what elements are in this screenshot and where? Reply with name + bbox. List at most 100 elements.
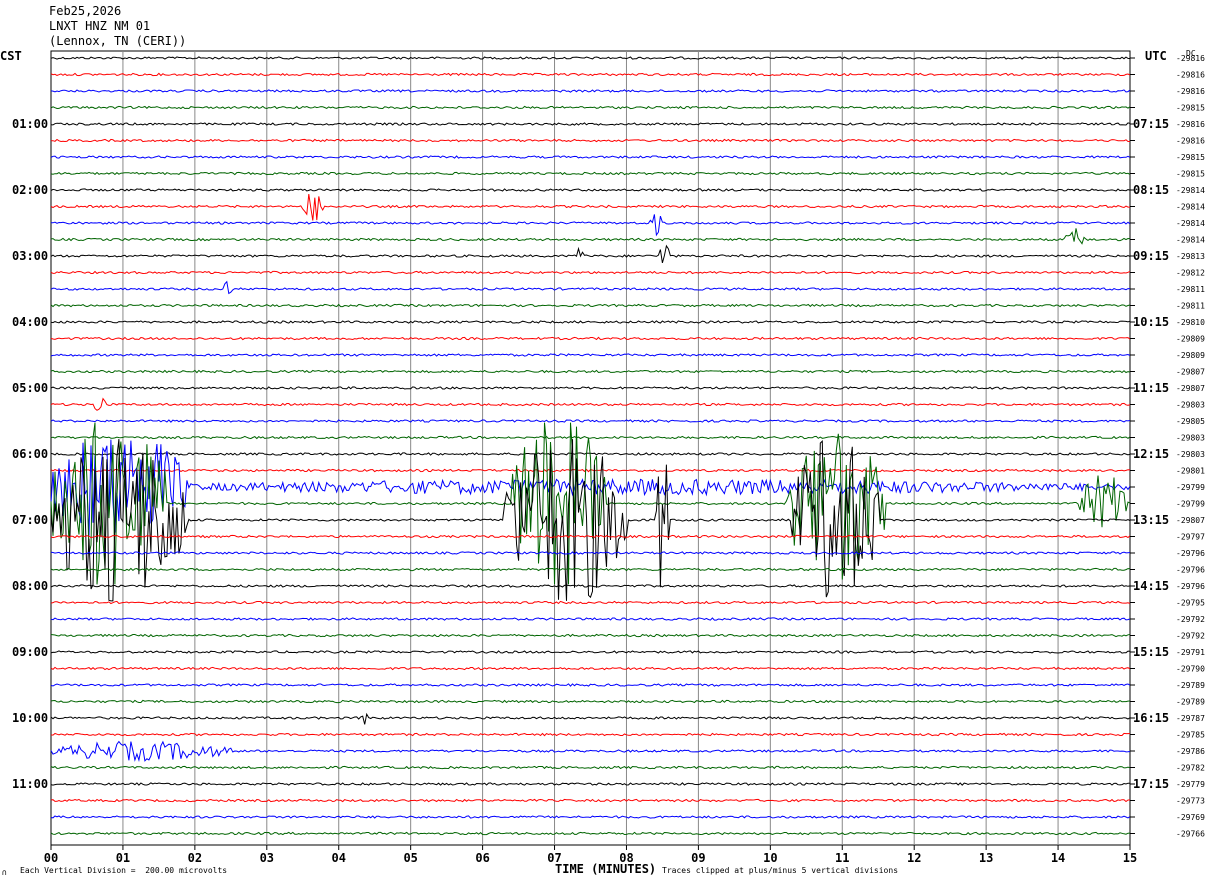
dc-offset-label: -29766 bbox=[1176, 830, 1205, 839]
seismic-trace bbox=[50, 122, 1131, 126]
right-hour-label: 14:15 bbox=[1133, 579, 1169, 593]
dc-offset-label: -29785 bbox=[1176, 731, 1205, 740]
x-tick-label: 02 bbox=[188, 851, 202, 865]
x-tick-label: 03 bbox=[260, 851, 274, 865]
seismic-trace bbox=[50, 320, 1131, 324]
left-hour-label: 05:00 bbox=[12, 381, 48, 395]
seismic-trace bbox=[50, 214, 1131, 237]
seismic-trace bbox=[50, 280, 1131, 295]
chart-date: Feb25,2026 bbox=[49, 4, 122, 18]
seismic-trace bbox=[50, 171, 1131, 176]
seismic-trace bbox=[50, 798, 1130, 803]
seismic-trace bbox=[50, 584, 1131, 588]
dc-offset-label: -29790 bbox=[1176, 665, 1205, 674]
seismic-trace bbox=[50, 617, 1131, 621]
seismic-trace bbox=[50, 72, 1131, 77]
dc-offset-label: -29805 bbox=[1176, 417, 1205, 426]
seismic-trace bbox=[50, 666, 1131, 671]
seismic-trace bbox=[50, 534, 1131, 539]
dc-offset-label: -29786 bbox=[1176, 747, 1205, 756]
left-hour-label: 08:00 bbox=[12, 579, 48, 593]
seismic-trace bbox=[50, 89, 1131, 93]
dc-offset-label: -29814 bbox=[1176, 236, 1205, 245]
x-tick-label: 14 bbox=[1051, 851, 1065, 865]
dc-offset-label: -29789 bbox=[1176, 681, 1205, 690]
seismic-trace bbox=[50, 194, 1130, 221]
right-hour-label: 13:15 bbox=[1133, 513, 1169, 527]
seismic-trace bbox=[50, 765, 1131, 770]
seismic-trace bbox=[50, 155, 1131, 159]
dc-offset-label: -29809 bbox=[1176, 351, 1205, 360]
seismic-trace bbox=[50, 336, 1131, 341]
right-hour-label: 12:15 bbox=[1133, 447, 1169, 461]
dc-offset-label: -29803 bbox=[1176, 434, 1205, 443]
x-tick-label: 04 bbox=[332, 851, 346, 865]
dc-offset-label: -29809 bbox=[1176, 335, 1205, 344]
dc-offset-label: -29807 bbox=[1176, 384, 1205, 393]
x-tick-label: 10 bbox=[763, 851, 777, 865]
scale-note: Each Vertical Division = 200.00 microvol… bbox=[20, 866, 228, 875]
x-axis-title: TIME (MINUTES) bbox=[555, 862, 657, 876]
dc-offset-label: -29815 bbox=[1176, 170, 1205, 179]
dc-offset-label: -29799 bbox=[1176, 500, 1205, 509]
seismic-trace bbox=[50, 699, 1131, 704]
seismic-trace bbox=[50, 600, 1131, 605]
seismic-trace bbox=[50, 303, 1131, 308]
seismic-trace bbox=[50, 188, 1131, 192]
dc-offset-label: -29815 bbox=[1176, 153, 1205, 162]
seismic-trace bbox=[50, 782, 1131, 786]
dc-offset-label: -29816 bbox=[1176, 54, 1205, 63]
seismic-trace bbox=[50, 683, 1131, 687]
dc-offset-label: -29810 bbox=[1176, 318, 1205, 327]
x-tick-label: 12 bbox=[907, 851, 921, 865]
dc-offset-label: -29797 bbox=[1176, 533, 1205, 542]
left-hour-label: 01:00 bbox=[12, 117, 48, 131]
seismic-trace bbox=[50, 712, 1131, 725]
x-tick-label: 07 bbox=[547, 851, 561, 865]
seismic-trace bbox=[50, 422, 1131, 585]
x-tick-label: 13 bbox=[979, 851, 993, 865]
dc-offset-label: -29792 bbox=[1176, 632, 1205, 641]
dc-offset-label: -29814 bbox=[1176, 203, 1205, 212]
right-hour-label: 08:15 bbox=[1133, 183, 1169, 197]
x-tick-label: 15 bbox=[1123, 851, 1137, 865]
x-tick-label: 08 bbox=[619, 851, 633, 865]
left-hour-label: 04:00 bbox=[12, 315, 48, 329]
dc-offset-label: -29796 bbox=[1176, 582, 1205, 591]
left-hour-label: 03:00 bbox=[12, 249, 48, 263]
seismic-trace bbox=[50, 105, 1131, 110]
left-hour-label: 11:00 bbox=[12, 777, 48, 791]
x-tick-label: 05 bbox=[403, 851, 417, 865]
dc-offset-label: -29816 bbox=[1176, 137, 1205, 146]
x-tick-label: 01 bbox=[116, 851, 130, 865]
dc-offset-label: -29803 bbox=[1176, 401, 1205, 410]
dc-offset-label: -29807 bbox=[1176, 368, 1205, 377]
seismic-trace bbox=[50, 439, 1131, 602]
seismic-trace bbox=[50, 650, 1131, 654]
dc-offset-label: -29816 bbox=[1176, 120, 1205, 129]
seismic-trace bbox=[50, 270, 1131, 275]
x-tick-label: 09 bbox=[691, 851, 705, 865]
dc-offset-label: -29773 bbox=[1176, 797, 1205, 806]
left-hour-label: 06:00 bbox=[12, 447, 48, 461]
dc-offset-label: -29799 bbox=[1176, 483, 1205, 492]
plot-frame bbox=[50, 50, 1131, 846]
seismic-trace bbox=[50, 386, 1131, 390]
seismic-trace bbox=[50, 740, 1131, 762]
dc-unit-label: DC bbox=[1186, 49, 1196, 58]
dc-offset-label: -29811 bbox=[1176, 285, 1205, 294]
right-hour-label: 15:15 bbox=[1133, 645, 1169, 659]
seismic-trace bbox=[50, 397, 1131, 411]
seismic-trace bbox=[50, 228, 1131, 245]
dc-offset-label: -29792 bbox=[1176, 615, 1205, 624]
seismic-trace bbox=[50, 56, 1131, 60]
left-hour-label: 07:00 bbox=[12, 513, 48, 527]
left-hour-label: 10:00 bbox=[12, 711, 48, 725]
x-tick-label: 00 bbox=[44, 851, 58, 865]
dc-offset-label: -29796 bbox=[1176, 566, 1205, 575]
dc-offset-label: -29815 bbox=[1176, 104, 1205, 113]
dc-offset-label: -29791 bbox=[1176, 648, 1205, 657]
x-tick-label: 11 bbox=[835, 851, 849, 865]
seismic-trace bbox=[50, 567, 1131, 572]
seismic-trace bbox=[50, 138, 1131, 143]
